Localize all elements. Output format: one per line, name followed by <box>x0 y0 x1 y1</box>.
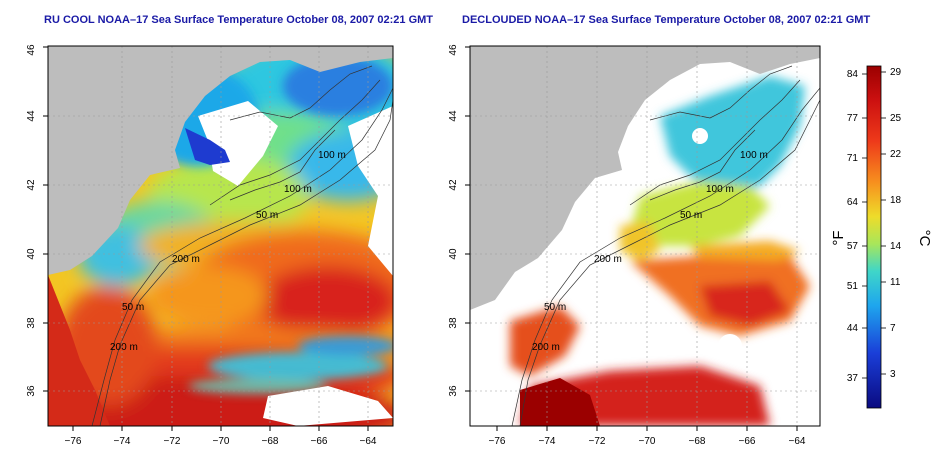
panel-title-raw: RU COOL NOAA–17 Sea Surface Temperature … <box>44 14 434 26</box>
contour-label: 200 m <box>594 254 622 265</box>
contour-label: 50 m <box>680 210 702 221</box>
fahrenheit-tick: 84 <box>847 69 859 80</box>
lat-tick: 42 <box>448 179 459 191</box>
celsius-tick: 3 <box>890 369 896 380</box>
contour-label: 100 m <box>318 150 346 161</box>
fahrenheit-tick: 44 <box>847 323 859 334</box>
lon-tick: −64 <box>360 436 377 447</box>
fahrenheit-tick: 57 <box>847 241 859 252</box>
celsius-tick: 25 <box>890 113 902 124</box>
lat-tick: 46 <box>448 44 459 56</box>
lon-tick: −72 <box>164 436 181 447</box>
lat-tick: 38 <box>26 317 37 329</box>
lon-tick: −66 <box>311 436 328 447</box>
contour-label: 50 m <box>256 210 278 221</box>
lat-tick: 42 <box>26 179 37 191</box>
fahrenheit-label: °F <box>830 230 847 245</box>
contour-label: 50 m <box>122 302 144 313</box>
fahrenheit-tick: 51 <box>847 281 859 292</box>
celsius-tick: 22 <box>890 149 902 160</box>
celsius-tick: 29 <box>890 67 902 78</box>
colorbar-gradient <box>866 65 882 409</box>
fahrenheit-tick: 37 <box>847 373 859 384</box>
panel-title-declouded: DECLOUDED NOAA–17 Sea Surface Temperatur… <box>462 14 871 26</box>
lat-tick: 36 <box>26 385 37 397</box>
lat-tick: 40 <box>448 248 459 260</box>
celsius-tick: 18 <box>890 195 902 206</box>
lat-tick: 40 <box>26 248 37 260</box>
contour-label: 200 m <box>532 342 560 353</box>
lon-tick: −66 <box>739 436 756 447</box>
lon-tick: −68 <box>689 436 706 447</box>
celsius-tick: 7 <box>890 323 896 334</box>
lat-tick: 44 <box>26 110 37 122</box>
temperature-colorbar: 84 77 71 64 57 51 44 37 29 25 22 18 14 1… <box>830 65 933 409</box>
lat-tick: 44 <box>448 110 459 122</box>
lon-tick: −70 <box>213 436 230 447</box>
lon-tick: −70 <box>639 436 656 447</box>
declouded-sst-map: 100 m 100 m 50 m 200 m 50 m 200 m <box>448 44 821 447</box>
lon-tick: −76 <box>65 436 82 447</box>
raw-sst-map: 100 m 100 m 50 m 200 m 50 m 200 m <box>26 44 394 447</box>
fahrenheit-tick: 64 <box>847 197 859 208</box>
lon-tick: −74 <box>539 436 556 447</box>
contour-label: 100 m <box>740 150 768 161</box>
contour-label: 100 m <box>284 184 312 195</box>
contour-label: 200 m <box>110 342 138 353</box>
contour-label: 50 m <box>544 302 566 313</box>
celsius-label: °C <box>916 230 933 247</box>
lat-tick: 46 <box>26 44 37 56</box>
lat-tick: 36 <box>448 385 459 397</box>
fahrenheit-tick: 71 <box>847 153 859 164</box>
grid-lines <box>470 46 820 426</box>
lon-tick: −64 <box>789 436 806 447</box>
map-frame <box>469 45 821 427</box>
contour-label: 200 m <box>172 254 200 265</box>
lon-tick: −72 <box>589 436 606 447</box>
lon-tick: −74 <box>114 436 131 447</box>
lon-tick: −76 <box>489 436 506 447</box>
lon-tick: −68 <box>262 436 279 447</box>
grid-lines <box>48 46 393 426</box>
celsius-tick: 11 <box>890 277 901 288</box>
lat-tick: 38 <box>448 317 459 329</box>
fahrenheit-tick: 77 <box>847 113 859 124</box>
contour-label: 100 m <box>706 184 734 195</box>
celsius-tick: 14 <box>890 241 902 252</box>
